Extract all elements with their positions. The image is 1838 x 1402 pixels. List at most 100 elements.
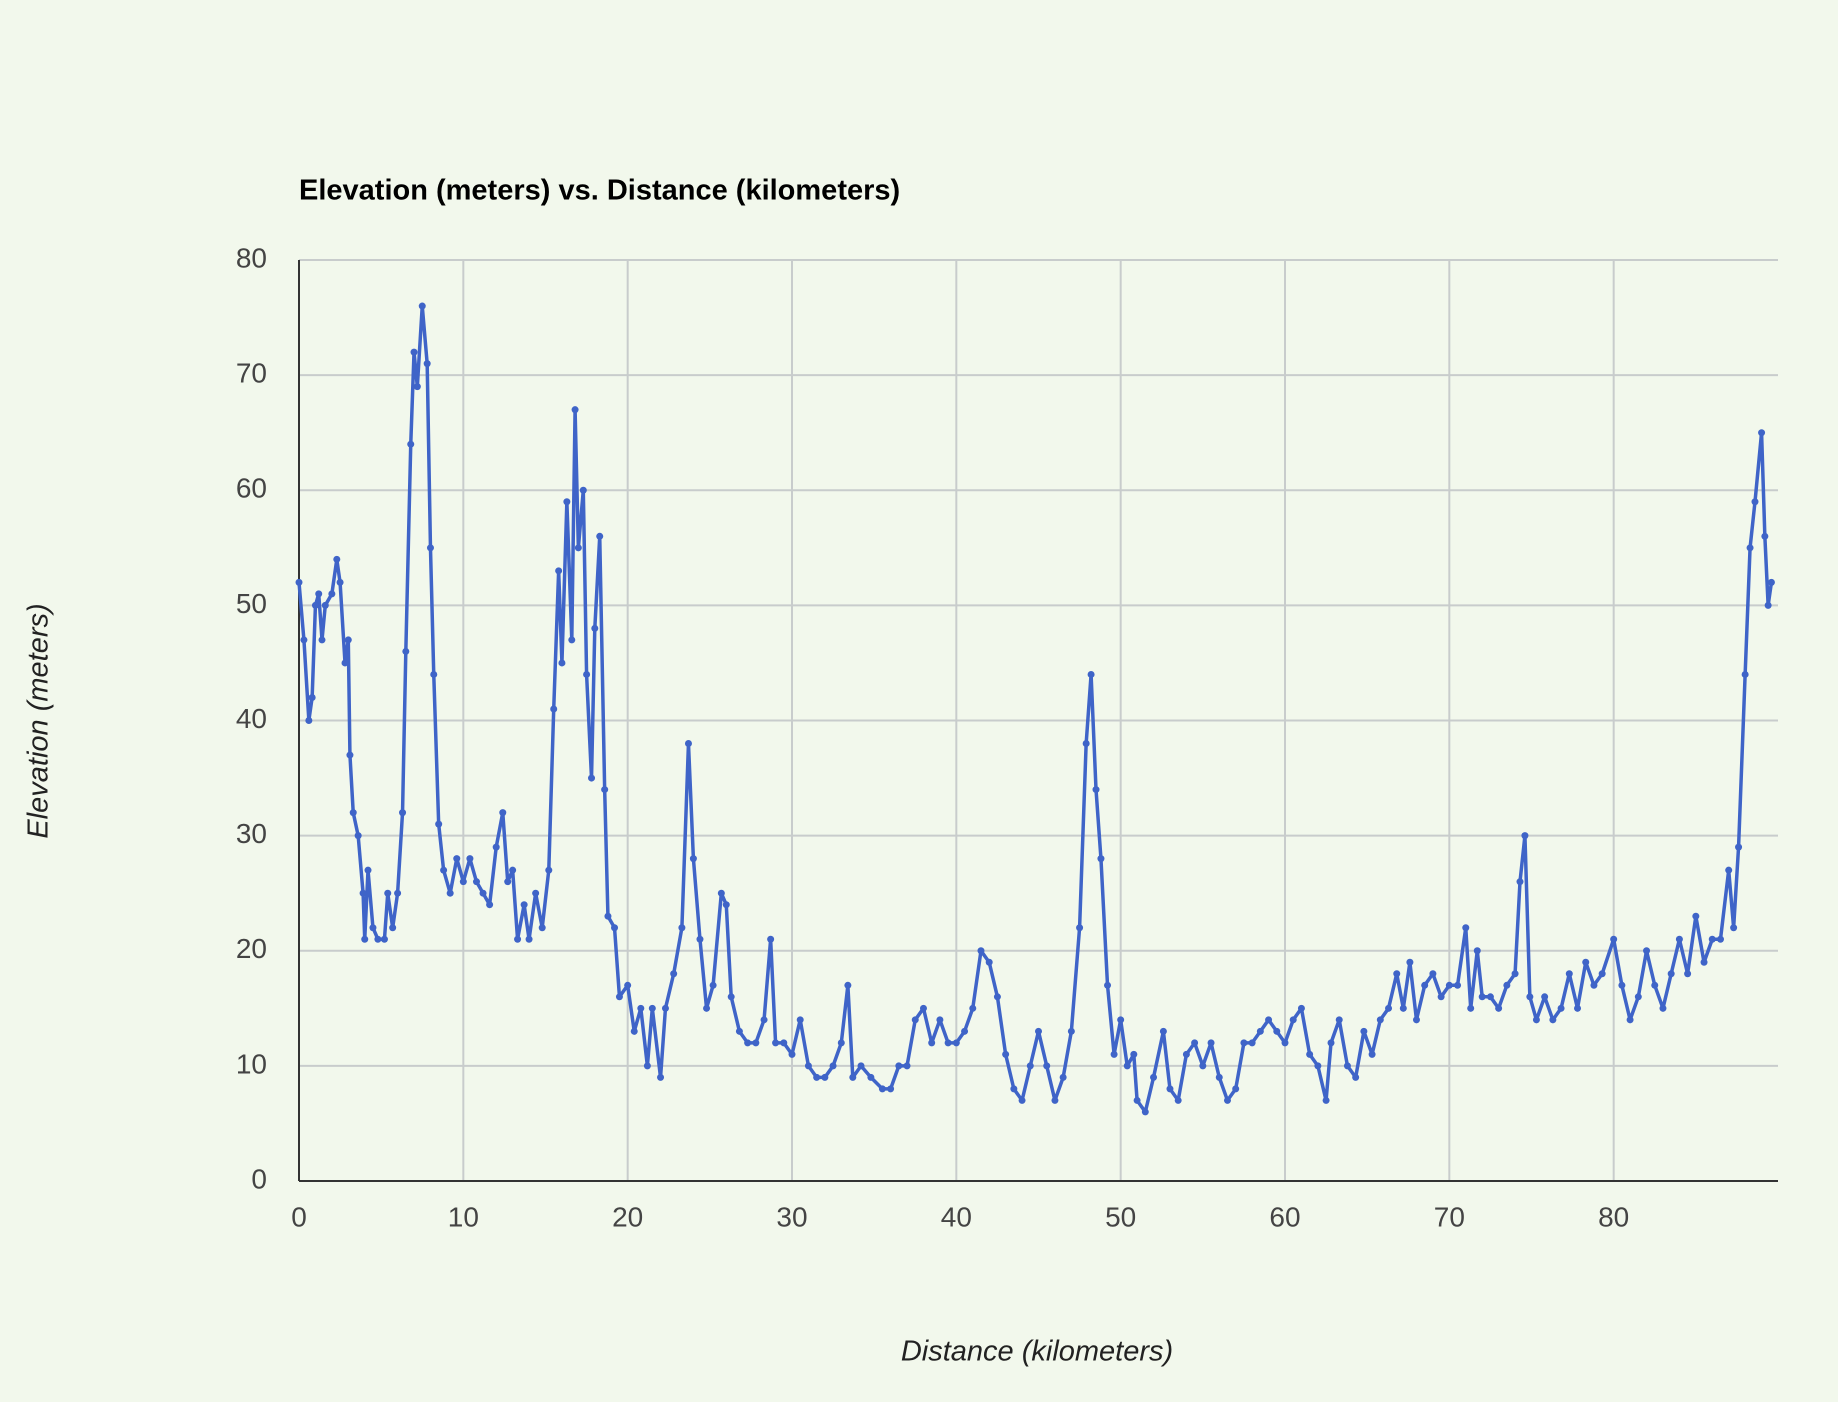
x-tick-label: 20 [612,1201,643,1232]
point [648,1004,656,1012]
point [1516,878,1524,886]
point [837,1039,845,1047]
x-tick-label: 50 [1105,1201,1136,1232]
point [1035,1027,1042,1035]
point [1393,970,1401,978]
point [857,1062,865,1070]
point [1327,1039,1335,1047]
point [1289,1016,1297,1024]
point [492,843,500,851]
point [364,866,372,874]
point [969,1004,977,1012]
point [1368,1050,1376,1058]
point [1182,1050,1190,1058]
point [1462,924,1470,932]
point [1265,1016,1273,1024]
point [1590,981,1598,989]
point [336,578,344,586]
point [1067,1027,1075,1035]
point [1741,670,1749,678]
y-tick-label: 50 [236,588,267,619]
point [689,855,697,863]
point [472,878,480,886]
y-tick-label: 20 [236,933,267,964]
x-tick-label: 10 [448,1201,479,1232]
point [410,348,418,356]
x-tick-label: 30 [776,1201,807,1232]
point [722,901,730,909]
point [961,1027,969,1035]
point [435,820,443,828]
point [532,889,540,897]
point [1437,993,1445,1001]
point [315,590,323,598]
point [985,958,993,966]
point [1684,970,1692,978]
point [328,590,336,598]
point [1764,601,1772,609]
point [813,1073,821,1081]
point [1376,1016,1384,1024]
x-axis-label: Distance (kilometers) [901,1336,1173,1368]
point [829,1062,837,1070]
point [772,1039,780,1047]
point [993,993,1001,1001]
point [624,981,632,989]
y-tick-label: 30 [236,818,267,849]
point [318,636,326,644]
point [1087,670,1095,678]
point [413,383,421,391]
point [423,360,431,368]
point [1582,958,1590,966]
point [1110,1050,1118,1058]
point [735,1027,743,1035]
point [1343,1062,1351,1070]
point [727,993,735,1001]
y-tick-label: 60 [236,473,267,504]
point [300,636,308,644]
point [1708,935,1716,943]
point [1159,1027,1167,1035]
point [1018,1096,1026,1104]
point [952,1039,960,1047]
point [1574,1004,1582,1012]
point [1092,786,1100,794]
point [520,901,528,909]
point [380,935,388,943]
point [1541,993,1549,1001]
point [1503,981,1511,989]
point [550,705,558,713]
point [1659,1004,1667,1012]
point [878,1085,886,1093]
x-tick-label: 80 [1598,1201,1629,1232]
x-tick-label: 60 [1269,1201,1300,1232]
point [601,786,609,794]
point [1256,1027,1264,1035]
point [446,889,454,897]
point [1421,981,1429,989]
point [1215,1073,1223,1081]
point [311,601,319,609]
point [767,935,775,943]
point [1716,935,1724,943]
point [661,1004,669,1012]
point [399,809,407,817]
point [1473,947,1481,955]
x-tick-label: 70 [1434,1201,1465,1232]
point [1076,924,1084,932]
point [344,636,352,644]
y-tick-label: 70 [236,358,267,389]
point [684,740,692,748]
point [1618,981,1626,989]
point [760,1016,768,1024]
point [1667,970,1675,978]
point [459,878,467,886]
point [1174,1096,1182,1104]
line [297,304,1774,1114]
chart-title: Elevation (meters) vs. Distance (kilomet… [299,175,900,207]
point [1557,1004,1565,1012]
point [583,670,591,678]
point [1643,947,1651,955]
point [1526,993,1534,1001]
point [1598,970,1606,978]
